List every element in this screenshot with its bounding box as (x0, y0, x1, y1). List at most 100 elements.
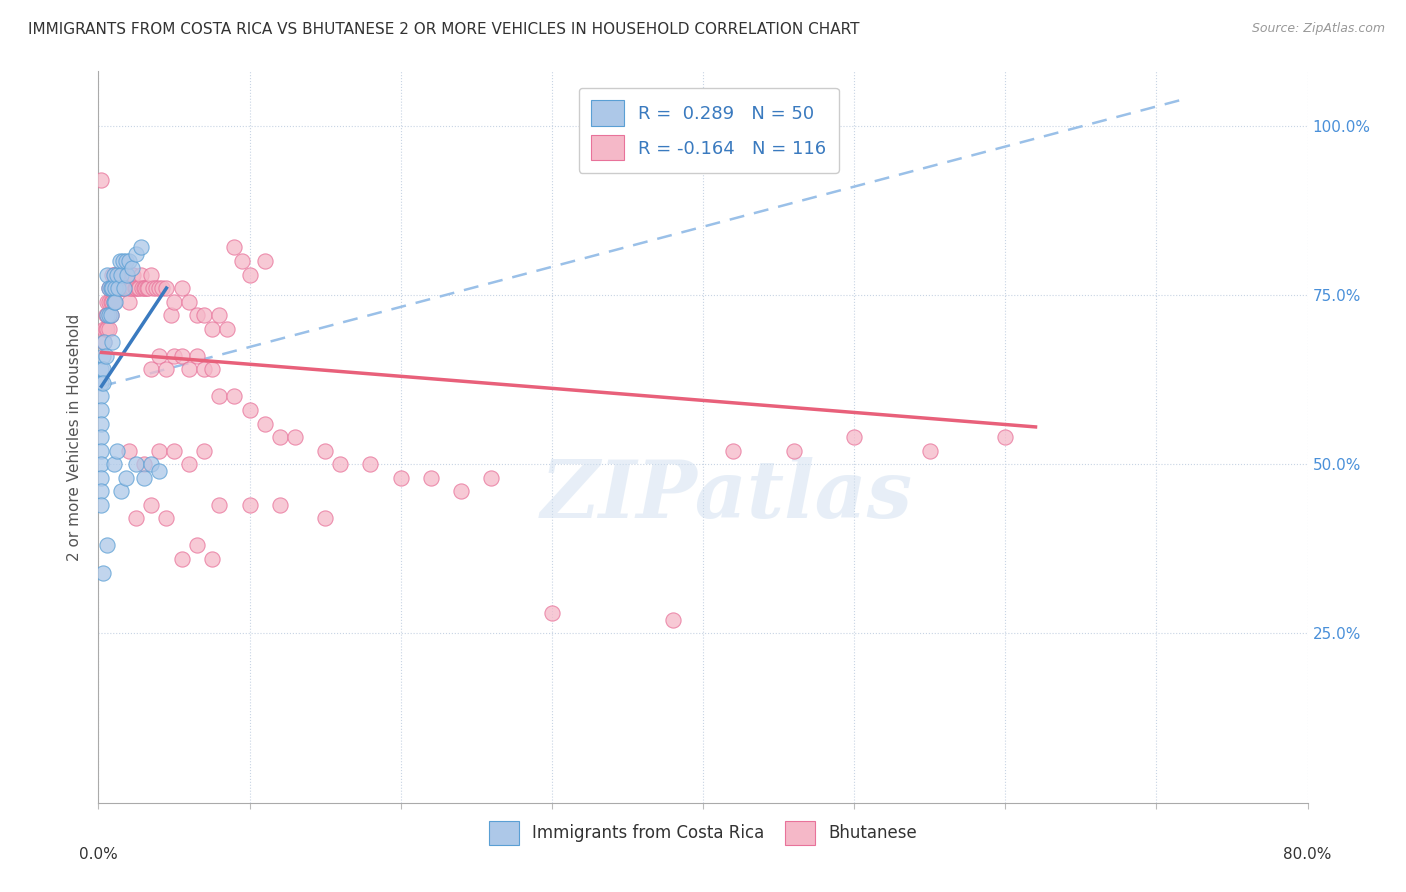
Point (163, 349, 186, 363)
Point (103, 268, 125, 282)
Point (104, 268, 127, 282)
Point (193, 362, 215, 376)
Point (121, 281, 143, 295)
Point (118, 281, 141, 295)
Point (93, 335, 115, 350)
Point (90, 172, 112, 186)
Point (170, 281, 193, 295)
Point (179, 457, 201, 471)
Point (253, 417, 276, 431)
Point (94, 322, 117, 336)
Point (90, 484, 112, 499)
Point (148, 281, 170, 295)
Point (91, 376, 114, 390)
Point (179, 362, 201, 376)
Point (98, 294, 121, 309)
Point (360, 457, 382, 471)
Point (103, 457, 125, 471)
Point (111, 254, 134, 268)
Point (90, 457, 112, 471)
Point (125, 457, 148, 471)
Point (314, 443, 336, 458)
Point (90, 362, 112, 376)
Point (208, 308, 231, 322)
Point (170, 552, 193, 566)
Point (114, 254, 136, 268)
Point (105, 281, 128, 295)
Point (112, 268, 135, 282)
Point (115, 268, 138, 282)
Point (108, 254, 131, 268)
Point (121, 260, 143, 275)
Point (104, 281, 127, 295)
Point (105, 443, 128, 458)
Point (179, 294, 201, 309)
Point (114, 471, 136, 485)
Point (163, 294, 186, 309)
Point (132, 457, 155, 471)
Point (239, 268, 262, 282)
Point (110, 268, 132, 282)
Point (125, 281, 148, 295)
Text: ZIPatlas: ZIPatlas (541, 457, 914, 534)
Point (163, 443, 186, 458)
Point (186, 308, 208, 322)
Point (150, 281, 173, 295)
Point (101, 268, 124, 282)
Point (115, 268, 138, 282)
Point (420, 471, 443, 485)
Point (118, 443, 141, 458)
Point (134, 281, 156, 295)
Point (101, 335, 124, 350)
Point (112, 281, 135, 295)
Point (148, 443, 170, 458)
Point (103, 268, 125, 282)
Point (131, 281, 153, 295)
Point (101, 281, 124, 295)
Point (141, 457, 163, 471)
Point (96, 308, 118, 322)
Point (98, 322, 121, 336)
Point (129, 240, 152, 254)
Point (90, 389, 112, 403)
Point (127, 281, 149, 295)
Point (98, 308, 121, 322)
Point (284, 430, 307, 444)
Point (98, 308, 121, 322)
Text: 0.0%: 0.0% (79, 847, 118, 862)
Point (201, 322, 224, 336)
Point (201, 552, 224, 566)
Point (122, 268, 145, 282)
Point (481, 471, 503, 485)
Point (90, 443, 112, 458)
Point (108, 268, 131, 282)
Point (118, 254, 141, 268)
Point (93, 322, 115, 336)
Point (135, 281, 157, 295)
Point (107, 281, 129, 295)
Point (94, 349, 117, 363)
Point (329, 457, 352, 471)
Point (128, 281, 150, 295)
Point (129, 268, 152, 282)
Point (783, 443, 806, 458)
Point (141, 362, 163, 376)
Point (110, 484, 132, 499)
Point (100, 308, 122, 322)
Point (224, 389, 246, 403)
Point (101, 281, 124, 295)
Text: IMMIGRANTS FROM COSTA RICA VS BHUTANESE 2 OR MORE VEHICLES IN HOUSEHOLD CORRELAT: IMMIGRANTS FROM COSTA RICA VS BHUTANESE … (28, 22, 859, 37)
Point (120, 281, 142, 295)
Point (193, 443, 215, 458)
Point (450, 484, 472, 499)
Point (208, 498, 231, 512)
Point (96, 322, 118, 336)
Point (111, 281, 134, 295)
Point (661, 613, 683, 627)
Point (723, 443, 745, 458)
Point (104, 281, 127, 295)
Point (132, 281, 155, 295)
Point (101, 294, 124, 309)
Point (90, 417, 112, 431)
Point (107, 281, 129, 295)
